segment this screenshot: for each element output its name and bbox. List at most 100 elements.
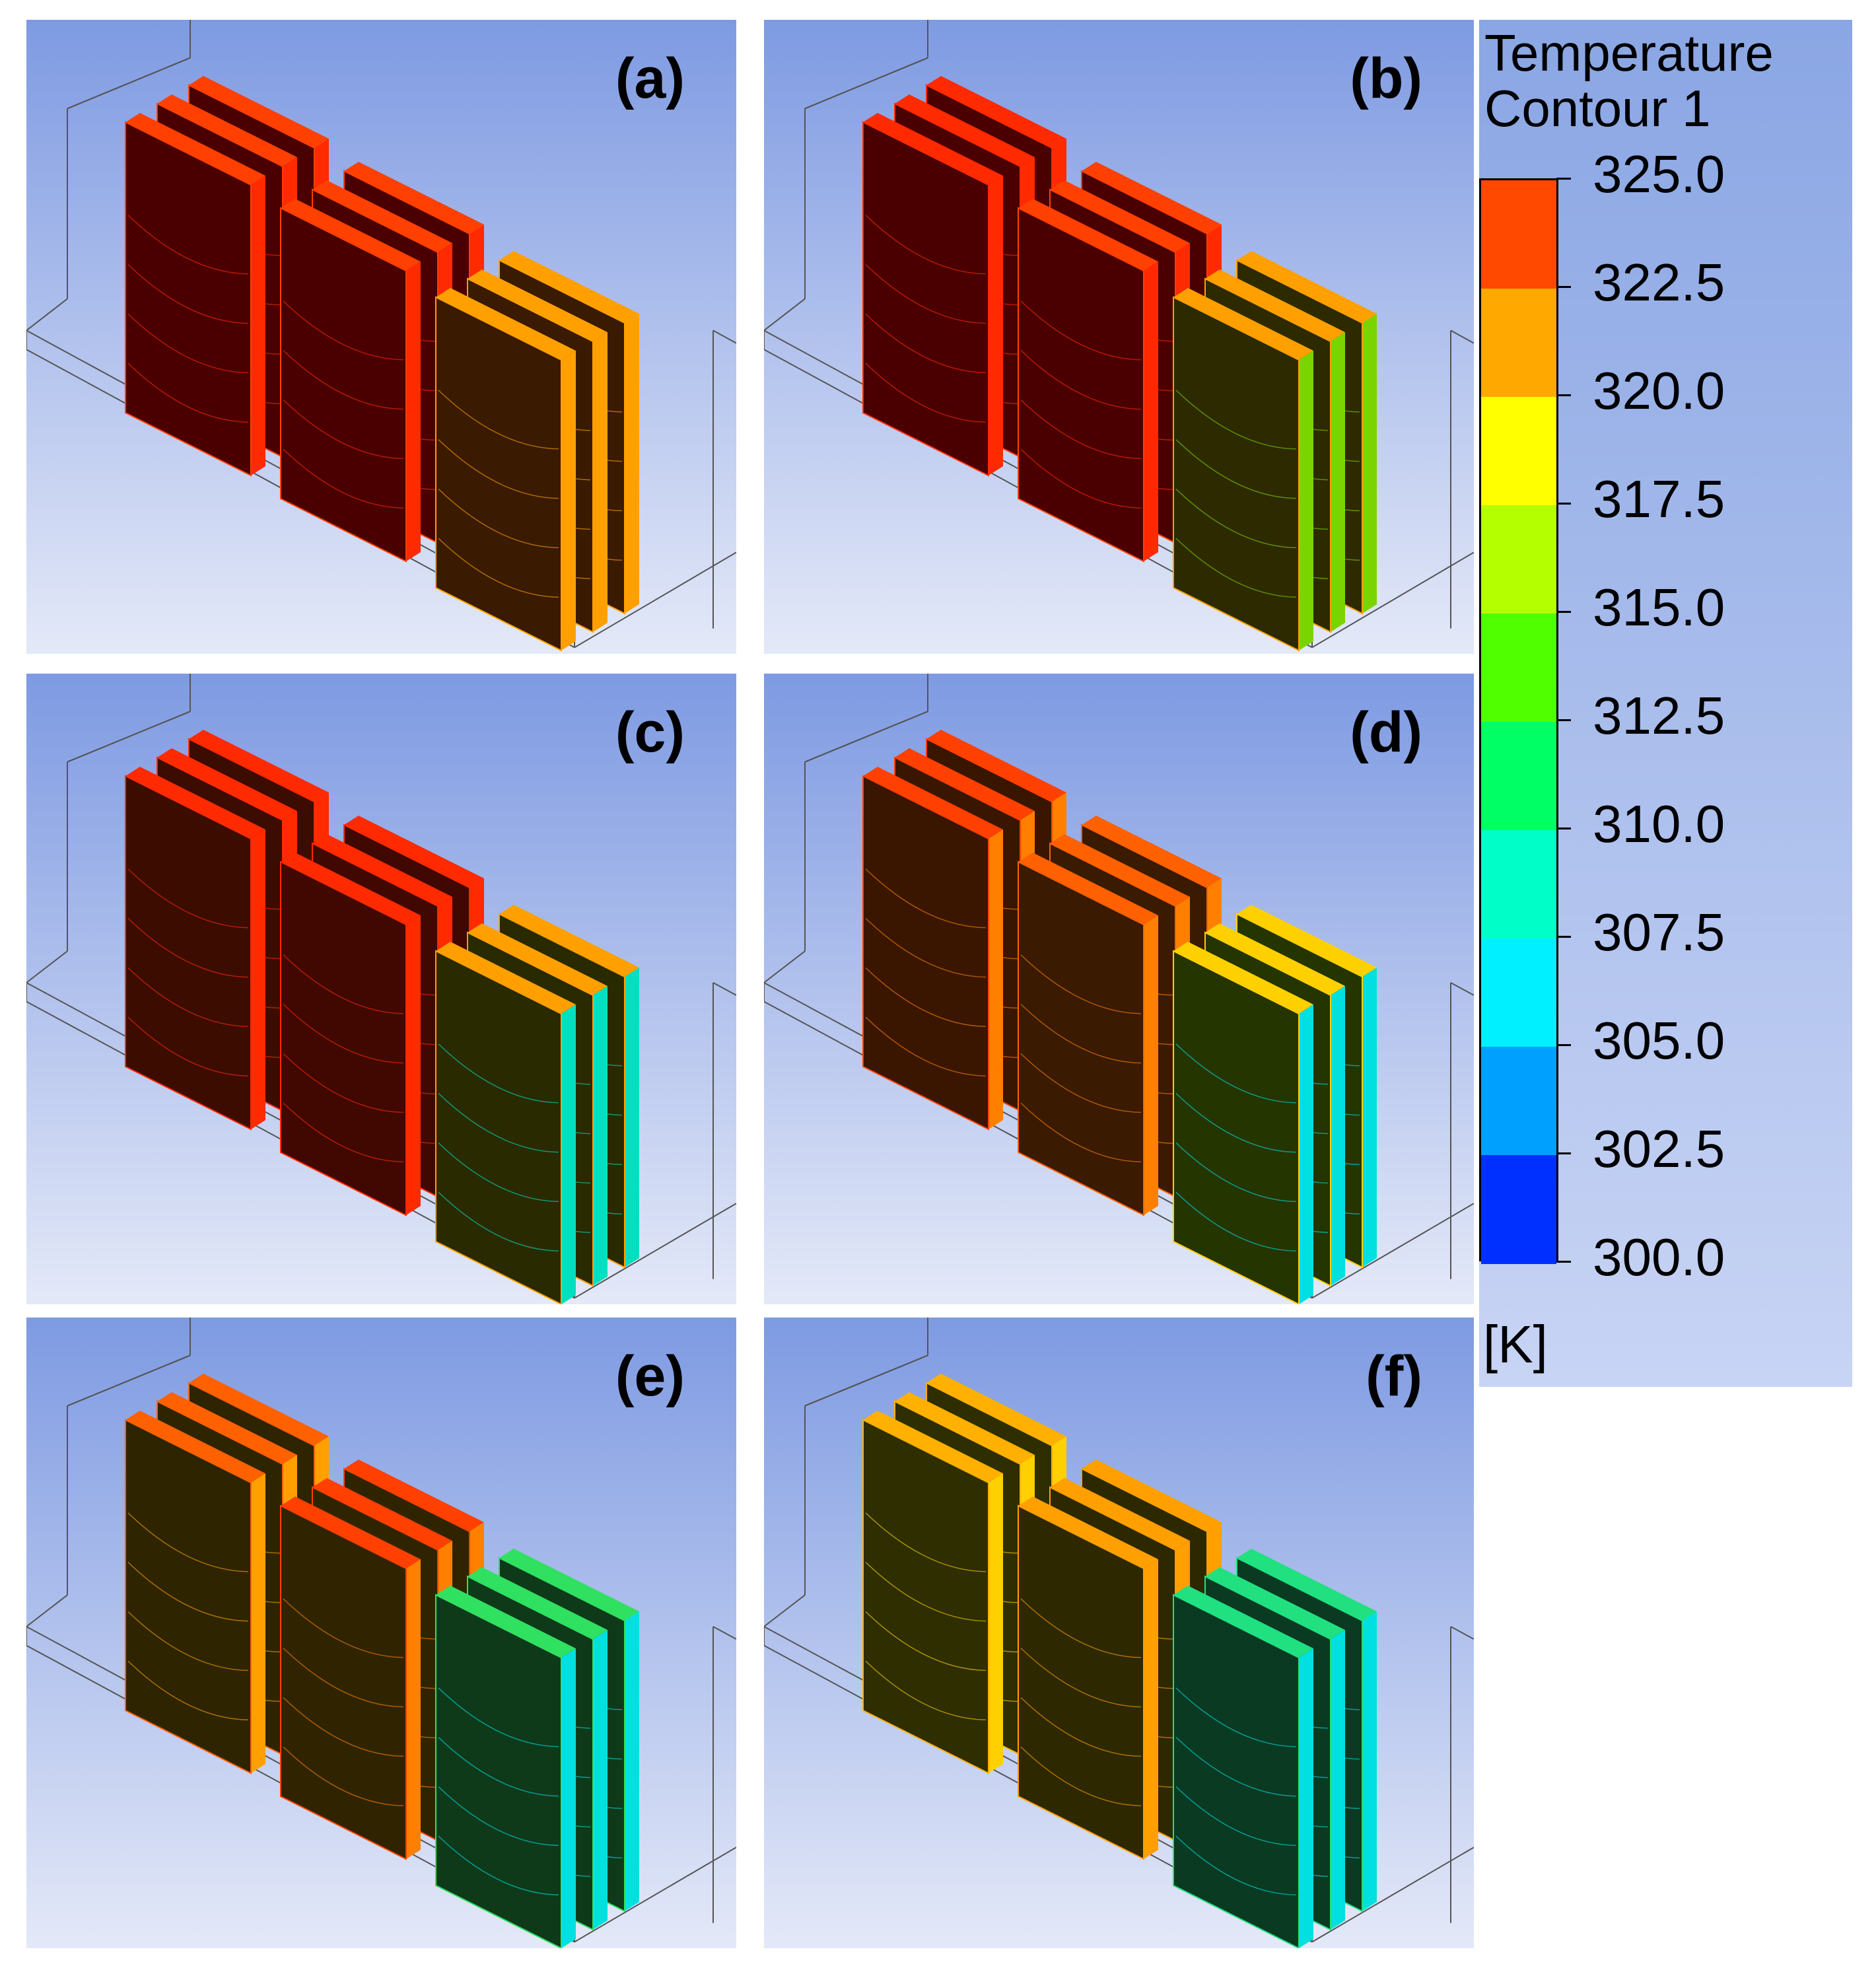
cell-front-face <box>280 207 407 563</box>
cell-group <box>1173 251 1377 652</box>
contour-line <box>1175 439 1297 499</box>
color-legend: Temperature Contour 1 325.0 322.5 320.0 317… <box>1479 20 1852 1387</box>
cell-side-face <box>406 915 421 1215</box>
panel-label: (f) <box>1366 1345 1422 1408</box>
cell-side-face <box>625 314 639 614</box>
legend-title: Temperature Contour 1 <box>1484 25 1774 136</box>
contour-line <box>283 1053 404 1113</box>
contour-line <box>865 1512 987 1572</box>
legend-color-band <box>1481 722 1556 831</box>
cell-top-face <box>1205 1567 1345 1639</box>
contour-line <box>283 1598 404 1658</box>
contour-scene <box>764 1318 1474 1948</box>
cell-front-face <box>1018 1504 1144 1860</box>
cell-side-face <box>1362 1611 1377 1911</box>
legend-color-band <box>1481 505 1556 614</box>
cell-side-face <box>251 1473 265 1773</box>
contour-line <box>1175 1142 1297 1203</box>
cell-top-face <box>926 1374 1066 1446</box>
panel-label: (c) <box>615 701 685 764</box>
cell-top-face <box>281 853 421 925</box>
cell-side-face <box>251 829 265 1129</box>
legend-color-band <box>1481 830 1556 939</box>
contour-line <box>1020 448 1142 509</box>
cell-top-face <box>1237 1549 1377 1621</box>
legend-color-band <box>1481 1155 1556 1264</box>
contour-line <box>1020 1648 1142 1708</box>
contour-line <box>1175 488 1297 549</box>
cell-top-face <box>1050 834 1190 906</box>
contour-line <box>865 215 987 275</box>
legend-color-bar <box>1479 178 1558 1264</box>
cell-top-face <box>312 180 452 252</box>
contour-line <box>438 1093 559 1153</box>
contour-line <box>438 439 559 499</box>
contour-line <box>127 1016 249 1076</box>
contour-line <box>283 1648 404 1708</box>
contour-scene <box>764 20 1474 654</box>
cell-front-face <box>1018 861 1144 1216</box>
cell-side-face <box>625 1611 639 1911</box>
contour-line <box>127 1512 249 1572</box>
legend-color-band <box>1481 180 1556 289</box>
cell-group <box>1173 905 1377 1304</box>
contour-line <box>1020 1053 1142 1113</box>
panel-label: (a) <box>615 47 685 110</box>
cell-front-face <box>1173 950 1300 1304</box>
contour-line <box>1175 538 1297 598</box>
cell-front-face <box>435 1594 562 1948</box>
legend-tick-mark <box>1556 611 1571 613</box>
contour-panel-c: (c) <box>26 674 736 1304</box>
contour-line <box>283 1746 404 1806</box>
cell-side-face <box>989 176 1003 475</box>
cell-side-face <box>625 968 639 1267</box>
legend-color-band <box>1481 614 1556 722</box>
legend-color-band <box>1481 289 1556 398</box>
legend-tick-label: 315.0 <box>1593 578 1725 637</box>
cell-side-face <box>593 986 608 1286</box>
legend-tick-mark <box>1556 394 1571 396</box>
contour-line <box>865 918 987 978</box>
cell-top-face <box>863 113 1003 185</box>
contour-line <box>1020 1598 1142 1658</box>
legend-tick-label: 312.5 <box>1593 686 1725 745</box>
legend-tick-label: 310.0 <box>1593 794 1725 853</box>
legend-color-band <box>1481 1047 1556 1156</box>
contour-line <box>1020 954 1142 1014</box>
cell-top-face <box>863 1411 1003 1483</box>
contour-line <box>283 1004 404 1064</box>
contour-line <box>1020 1746 1142 1806</box>
contour-line <box>865 868 987 929</box>
cell-front-face <box>862 1419 989 1775</box>
contour-line <box>1020 399 1142 460</box>
cell-front-face <box>1173 296 1300 652</box>
cell-side-face <box>1299 351 1313 651</box>
contour-panel-b: (b) <box>764 20 1474 654</box>
legend-tick-mark <box>1556 503 1571 505</box>
contour-line <box>438 538 559 598</box>
cell-front-face <box>125 1419 252 1775</box>
contour-line <box>127 313 249 374</box>
panel-label: (d) <box>1350 701 1422 764</box>
legend-color-band <box>1481 397 1556 506</box>
legend-tick-mark <box>1556 1261 1571 1263</box>
contour-line <box>1175 1737 1297 1797</box>
cell-top-face <box>281 1497 421 1568</box>
cell-top-face <box>1050 180 1190 252</box>
contour-line <box>865 967 987 1028</box>
cell-front-face <box>435 296 562 652</box>
cell-side-face <box>1299 1648 1313 1948</box>
cell-top-face <box>312 834 452 906</box>
cell-side-face <box>251 176 265 475</box>
cell-side-face <box>593 1630 608 1930</box>
cell-group <box>435 1549 639 1948</box>
contour-line <box>438 1737 559 1797</box>
cell-side-face <box>1144 1559 1158 1859</box>
cell-top-face <box>468 269 608 341</box>
contour-line <box>865 313 987 374</box>
cell-group <box>280 162 484 563</box>
contour-line <box>283 448 404 509</box>
cell-side-face <box>1299 1004 1313 1304</box>
cell-front-face <box>125 775 252 1131</box>
cell-side-face <box>593 332 608 632</box>
